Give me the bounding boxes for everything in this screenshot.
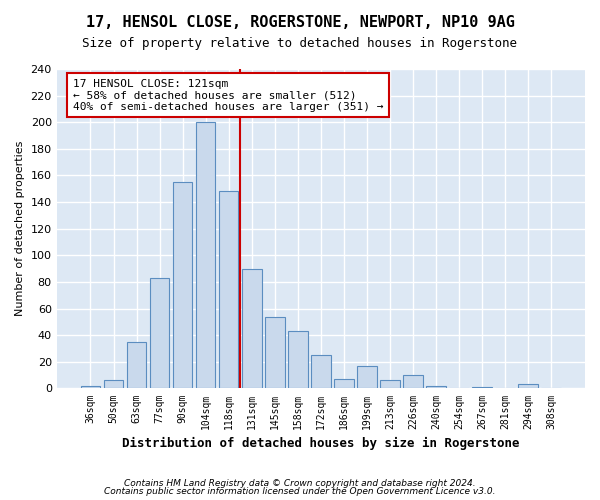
Bar [196, 122, 215, 388]
Bar [219, 192, 238, 388]
Text: Contains HM Land Registry data © Crown copyright and database right 2024.: Contains HM Land Registry data © Crown c… [124, 478, 476, 488]
Bar [150, 278, 169, 388]
Bar [173, 182, 193, 388]
Bar [334, 379, 353, 388]
Bar [426, 386, 446, 388]
Bar [380, 380, 400, 388]
Bar [80, 386, 100, 388]
Bar [518, 384, 538, 388]
Bar [104, 380, 123, 388]
Bar [242, 268, 262, 388]
X-axis label: Distribution of detached houses by size in Rogerstone: Distribution of detached houses by size … [122, 437, 520, 450]
Text: Contains public sector information licensed under the Open Government Licence v3: Contains public sector information licen… [104, 487, 496, 496]
Bar [357, 366, 377, 388]
Bar [288, 331, 308, 388]
Bar [265, 316, 284, 388]
Bar [127, 342, 146, 388]
Text: 17, HENSOL CLOSE, ROGERSTONE, NEWPORT, NP10 9AG: 17, HENSOL CLOSE, ROGERSTONE, NEWPORT, N… [86, 15, 514, 30]
Bar [472, 387, 492, 388]
Text: Size of property relative to detached houses in Rogerstone: Size of property relative to detached ho… [83, 38, 517, 51]
Text: 17 HENSOL CLOSE: 121sqm
← 58% of detached houses are smaller (512)
40% of semi-d: 17 HENSOL CLOSE: 121sqm ← 58% of detache… [73, 78, 383, 112]
Bar [403, 375, 423, 388]
Bar [311, 355, 331, 388]
Y-axis label: Number of detached properties: Number of detached properties [15, 141, 25, 316]
